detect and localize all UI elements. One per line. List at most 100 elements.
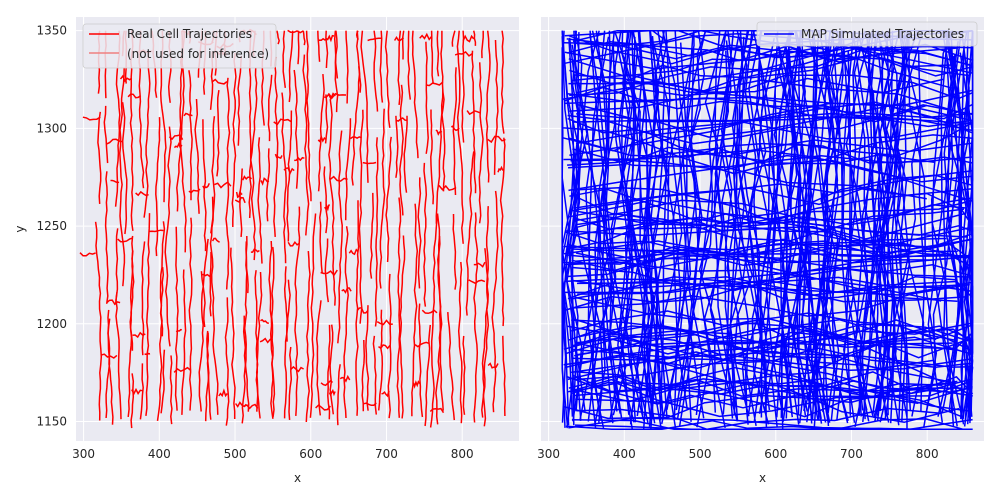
trajectory-branch: [451, 125, 460, 132]
trajectory-line: [403, 115, 408, 193]
trajectory-line: [119, 67, 126, 287]
trajectory-branch: [466, 110, 480, 116]
trajectory-branch: [218, 388, 228, 398]
trajectory-line: [139, 363, 144, 420]
trajectory-line: [569, 49, 952, 96]
trajectory-branch: [497, 165, 504, 173]
trajectory-line: [440, 30, 446, 192]
trajectory-line: [417, 177, 422, 289]
trajectory-line: [573, 170, 973, 212]
trajectory-line: [104, 171, 109, 304]
trajectory-line: [570, 310, 974, 351]
x-tick-label: 700: [840, 447, 863, 461]
trajectory-line: [565, 418, 973, 431]
trajectory-line: [351, 66, 361, 186]
trajectory-line: [461, 30, 465, 143]
trajectory-branch: [362, 161, 377, 165]
right-x-axis-label: x: [759, 471, 766, 485]
trajectory-line: [568, 35, 974, 69]
x-tick-label: 500: [689, 447, 712, 461]
trajectory-line: [576, 103, 973, 125]
trajectory-line: [818, 30, 837, 414]
trajectory-branch: [320, 269, 338, 277]
trajectory-line: [473, 212, 479, 423]
trajectory-line: [423, 162, 428, 307]
trajectory-branch: [211, 78, 228, 85]
trajectory-branch: [287, 29, 304, 34]
trajectory-line: [372, 335, 378, 415]
trajectory-line: [575, 121, 973, 145]
trajectory-line: [273, 56, 279, 237]
trajectory-line: [343, 226, 349, 419]
trajectory-line: [502, 335, 506, 417]
trajectory-branch: [367, 37, 382, 42]
trajectory-branch: [468, 279, 486, 285]
trajectory-branch: [183, 112, 193, 117]
trajectory-line: [430, 30, 434, 83]
trajectory-branch: [363, 402, 377, 407]
trajectory-line: [282, 30, 287, 88]
trajectory-line: [360, 30, 369, 183]
trajectory-line: [283, 279, 291, 419]
trajectory-line: [288, 346, 293, 420]
trajectory-line: [567, 114, 973, 162]
trajectory-line: [369, 192, 374, 279]
trajectory-branch: [324, 92, 336, 101]
trajectory-line: [302, 54, 310, 236]
trajectory-line: [286, 110, 293, 242]
trajectory-line: [345, 30, 349, 104]
trajectory-branch: [325, 34, 335, 43]
trajectory-line: [160, 349, 166, 414]
trajectory-line: [324, 94, 329, 144]
trajectory-line: [323, 166, 329, 234]
trajectory-line: [678, 30, 707, 426]
trajectory-branch: [117, 237, 133, 243]
trajectory-line: [188, 70, 193, 201]
trajectory-line: [94, 221, 103, 421]
right-trajectories: [561, 29, 974, 431]
trajectory-line: [462, 335, 466, 415]
trajectory-line: [573, 74, 944, 94]
trajectory-line: [257, 137, 263, 264]
trajectory-line: [777, 41, 831, 423]
x-tick-label: 600: [764, 447, 787, 461]
trajectory-line: [401, 30, 405, 60]
trajectory-line: [566, 325, 973, 369]
y-tick-label: 1200: [36, 317, 67, 331]
trajectory-line: [566, 38, 953, 89]
trajectory-branch: [250, 248, 260, 253]
trajectory-line: [344, 118, 352, 221]
trajectory-line: [595, 30, 627, 416]
trajectory-branch: [106, 138, 123, 145]
trajectory-branch: [349, 136, 362, 140]
trajectory-line: [574, 424, 973, 431]
trajectory-line: [156, 267, 165, 422]
trajectory-line: [576, 54, 969, 94]
trajectory-line: [424, 324, 432, 427]
trajectory-branch: [294, 156, 305, 162]
right-legend-box: [756, 21, 978, 47]
trajectory-line: [293, 69, 299, 189]
y-tick-label: 1250: [36, 219, 67, 233]
trajectory-line: [129, 235, 135, 351]
trajectory-line: [481, 30, 484, 59]
x-tick-label: 800: [916, 447, 939, 461]
right-tick-labels: 300 400 500 600 700 800: [537, 447, 939, 461]
trajectory-line: [589, 30, 623, 419]
trajectory-line: [465, 151, 475, 316]
trajectory-branch: [317, 134, 327, 143]
trajectory-line: [242, 315, 250, 412]
trajectory-line: [276, 30, 280, 45]
trajectory-line: [377, 309, 384, 411]
trajectory-line: [305, 30, 312, 202]
trajectory-line: [567, 134, 974, 167]
trajectory-line: [385, 136, 392, 263]
trajectory-branch: [173, 366, 192, 373]
trajectory-branch: [175, 328, 182, 333]
trajectory-branch: [82, 116, 101, 121]
trajectory-line: [209, 251, 212, 317]
right-panel: 300 400 500 600 700 800 x MAP Simulated Traje…: [537, 17, 984, 485]
trajectory-branch: [421, 309, 438, 315]
trajectory-line: [572, 148, 927, 200]
